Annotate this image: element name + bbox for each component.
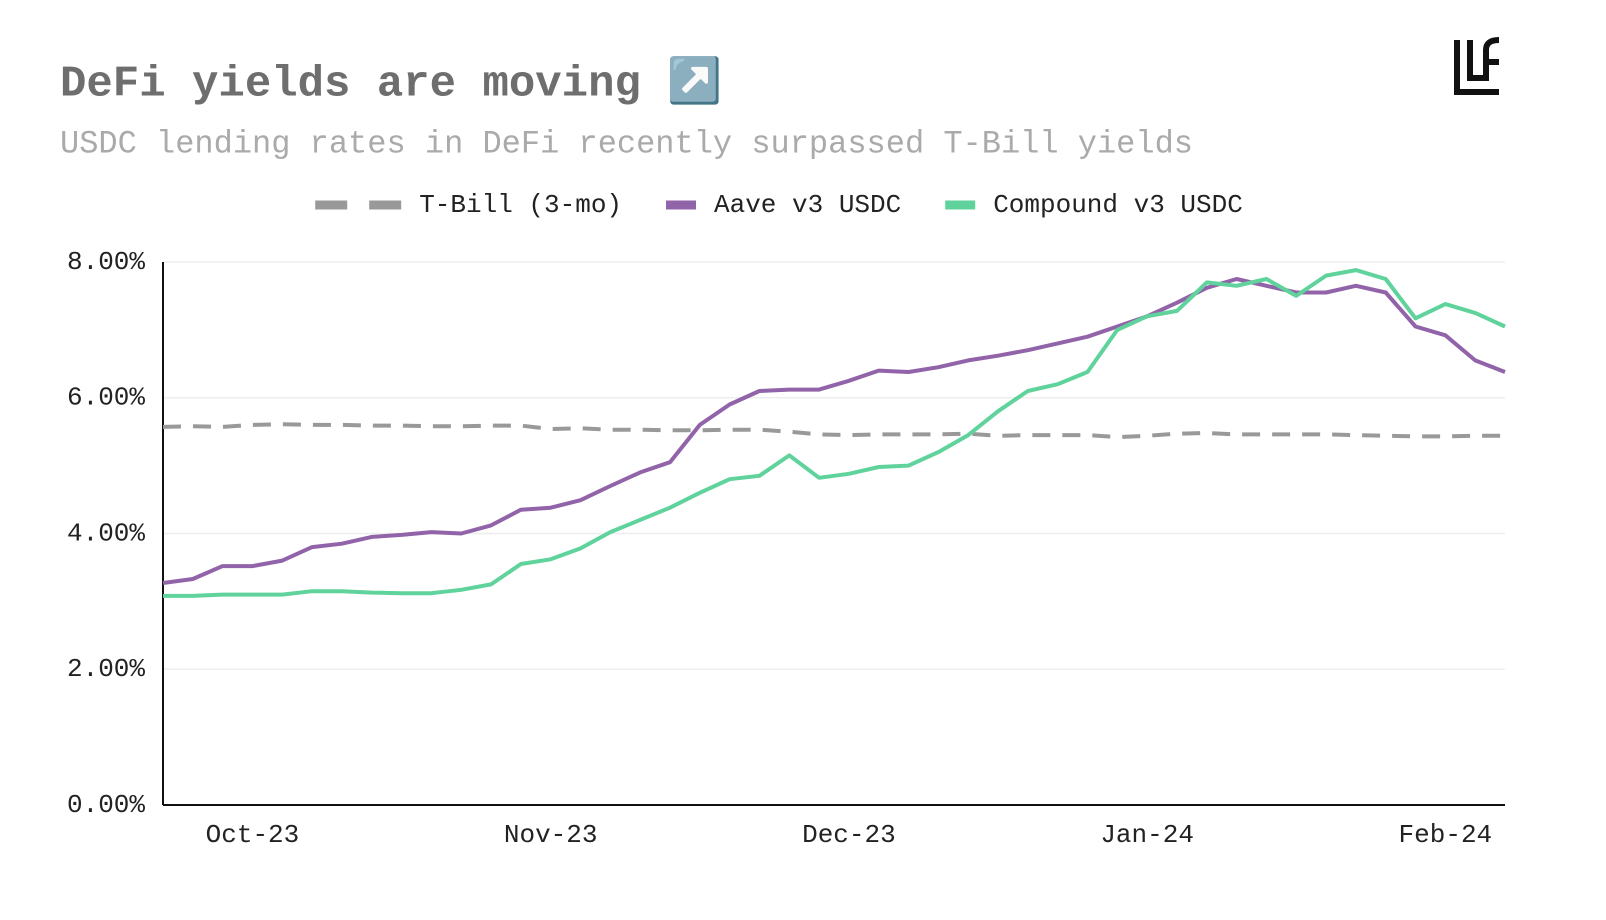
y-tick-label: 4.00% <box>67 518 145 548</box>
x-tick-label: Jan-24 <box>1100 820 1194 850</box>
line-series <box>162 277 1506 585</box>
y-tick-label: 2.00% <box>67 654 145 684</box>
x-tick-label: Oct-23 <box>206 820 300 850</box>
y-tick-label: 6.00% <box>67 383 145 413</box>
legend-label: Compound v3 USDC <box>993 190 1243 220</box>
x-tick-label: Feb-24 <box>1399 820 1493 850</box>
chart-subtitle: USDC lending rates in DeFi recently surp… <box>60 125 1193 162</box>
legend-label: Aave v3 USDC <box>714 190 901 220</box>
logo <box>1454 37 1500 95</box>
chart-title: DeFi yields are moving ↗️ <box>60 56 722 110</box>
line-series <box>162 422 1505 440</box>
x-tick-label: Nov-23 <box>504 820 598 850</box>
line-series <box>163 268 1506 598</box>
x-tick-label: Dec-23 <box>802 820 896 850</box>
y-tick-label: 0.00% <box>67 790 145 820</box>
y-tick-label: 8.00% <box>67 247 145 277</box>
legend-label: T-Bill (3-mo) <box>419 190 622 220</box>
